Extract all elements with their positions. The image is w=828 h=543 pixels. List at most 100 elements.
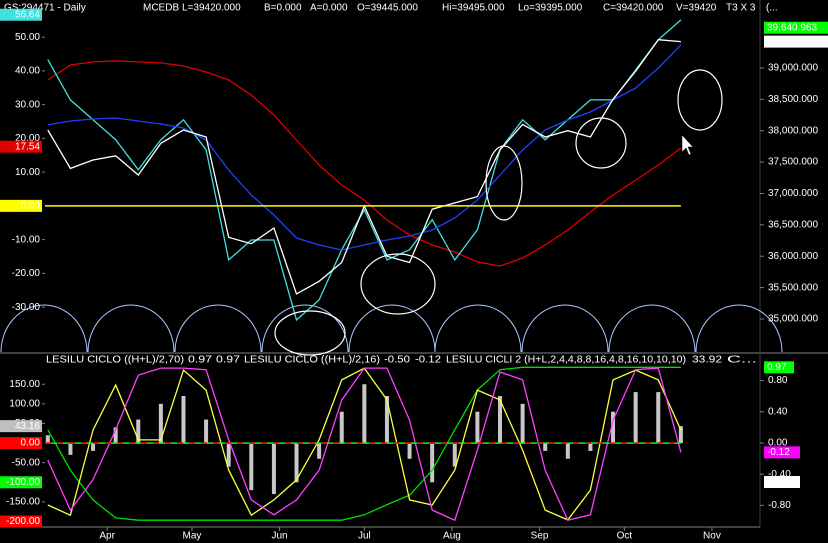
histogram-bar — [498, 396, 502, 444]
header-text: L=39420.000 — [182, 3, 241, 14]
y-tick-label: 20.00 — [15, 133, 40, 144]
x-tick-label: Nov — [703, 531, 721, 542]
header-text: O=39445.000 — [357, 3, 418, 14]
value-box-label: 0.00 — [21, 201, 41, 212]
header-text: Lo=39395.000 — [518, 3, 583, 14]
annotation-ellipse — [274, 310, 346, 356]
plot-area — [45, 19, 683, 522]
value-box — [764, 475, 800, 488]
y-tick-label: 30.00 — [15, 99, 40, 110]
histogram-bar — [181, 396, 186, 444]
x-tick-label: May — [183, 531, 202, 542]
cycle-arc — [87, 304, 175, 353]
cycle-arc — [608, 304, 696, 353]
value-box — [0, 437, 42, 450]
annotation-ellipse — [485, 145, 523, 221]
value-box — [0, 420, 42, 433]
cycle-arc — [261, 304, 349, 353]
histogram-bar — [158, 403, 163, 444]
histogram-bar — [294, 443, 299, 483]
header-text: MCEDB — [143, 3, 179, 14]
histogram-bar — [452, 443, 457, 467]
histogram-bar — [656, 392, 661, 444]
header-text: A=0.000 — [310, 3, 348, 14]
cycle-arc — [174, 304, 262, 353]
histogram-bar — [565, 443, 570, 459]
x-tick-label: Sep — [531, 531, 549, 542]
y-tick-label: 40.00 — [15, 66, 40, 77]
histogram-bar — [430, 443, 435, 483]
y2-tick-label: 39,000.000 — [768, 63, 818, 74]
value-box — [0, 199, 42, 212]
mouse-cursor — [681, 134, 694, 156]
cycle-arcs — [0, 304, 783, 353]
cycle-arc — [695, 304, 783, 353]
histogram-bar — [588, 443, 593, 451]
y2-tick-label: 35,500.000 — [768, 282, 818, 293]
series-line — [47, 44, 682, 251]
value-box-label: 17.54 — [15, 141, 40, 152]
histogram-bar — [543, 443, 548, 451]
value-box-label: -0.12 — [767, 447, 790, 458]
y2-tick-label: 38,500.000 — [768, 94, 818, 105]
y-tick-label: -20.00 — [12, 268, 41, 279]
value-box — [0, 8, 42, 21]
histogram-bar — [678, 426, 683, 444]
y2-tick-label: -0.80 — [768, 500, 791, 511]
y2-tick-label: 37,000.000 — [768, 188, 818, 199]
histogram-bar — [475, 411, 480, 444]
value-box — [764, 21, 828, 34]
series-line — [47, 367, 682, 522]
value-box-label: -0.50 — [767, 477, 790, 488]
header-text: C=39420.000 — [603, 3, 664, 14]
y2-tick-label: 35,000.000 — [768, 314, 818, 325]
y-tick-label: 50.00 — [15, 32, 40, 43]
y2-tick-label: 36,500.000 — [768, 219, 818, 230]
value-box-label: -200.00 — [6, 516, 40, 527]
y-tick-label: 100.00 — [9, 398, 40, 409]
histogram-bar — [249, 443, 254, 491]
header-text: Hi=39495.000 — [442, 3, 505, 14]
header-text: V=39420 — [676, 3, 717, 14]
legend-text: 0.97 — [216, 355, 241, 366]
value-box-label: 56.64 — [15, 9, 40, 20]
value-box — [0, 140, 42, 153]
cycle-arc — [0, 304, 88, 353]
y-tick-label: -10.00 — [12, 234, 41, 245]
x-tick-label: Apr — [99, 531, 115, 542]
series-line — [47, 19, 682, 322]
value-box — [764, 446, 800, 459]
value-box-label: 0.00 — [21, 438, 41, 449]
legend-text: -0.50 — [384, 355, 410, 366]
value-box-label: 39,420.000 — [767, 36, 817, 47]
histogram-bar — [226, 443, 231, 467]
histogram-bar — [204, 419, 209, 444]
cycle-arc — [348, 304, 436, 353]
cycle-arc — [434, 304, 522, 353]
y-tick-label: -30.00 — [12, 302, 41, 313]
value-box — [764, 35, 828, 48]
histogram-bar — [407, 443, 412, 459]
histogram-bar — [271, 443, 276, 495]
histogram-bar — [68, 443, 73, 455]
legend-text: 0.97 — [188, 355, 213, 366]
histogram-bar — [520, 403, 525, 444]
series-line — [47, 366, 681, 521]
y-tick-label: -150.00 — [6, 497, 40, 508]
histogram-bar — [317, 443, 322, 459]
histogram-bar — [362, 384, 367, 444]
y2-tick-label: 0.80 — [768, 375, 788, 386]
header-text: (... — [766, 3, 778, 14]
legend-text: -0.12 — [415, 355, 441, 366]
y2-tick-label: 36,000.000 — [768, 251, 818, 262]
annotations — [274, 69, 723, 356]
histogram-bar — [136, 419, 141, 444]
y-tick-label: 10.00 — [15, 167, 40, 178]
x-tick-label: Aug — [443, 531, 461, 542]
histogram-bar — [45, 435, 50, 444]
x-tick-label: Oct — [617, 531, 633, 542]
y2-tick-label: 37,500.000 — [768, 157, 818, 168]
